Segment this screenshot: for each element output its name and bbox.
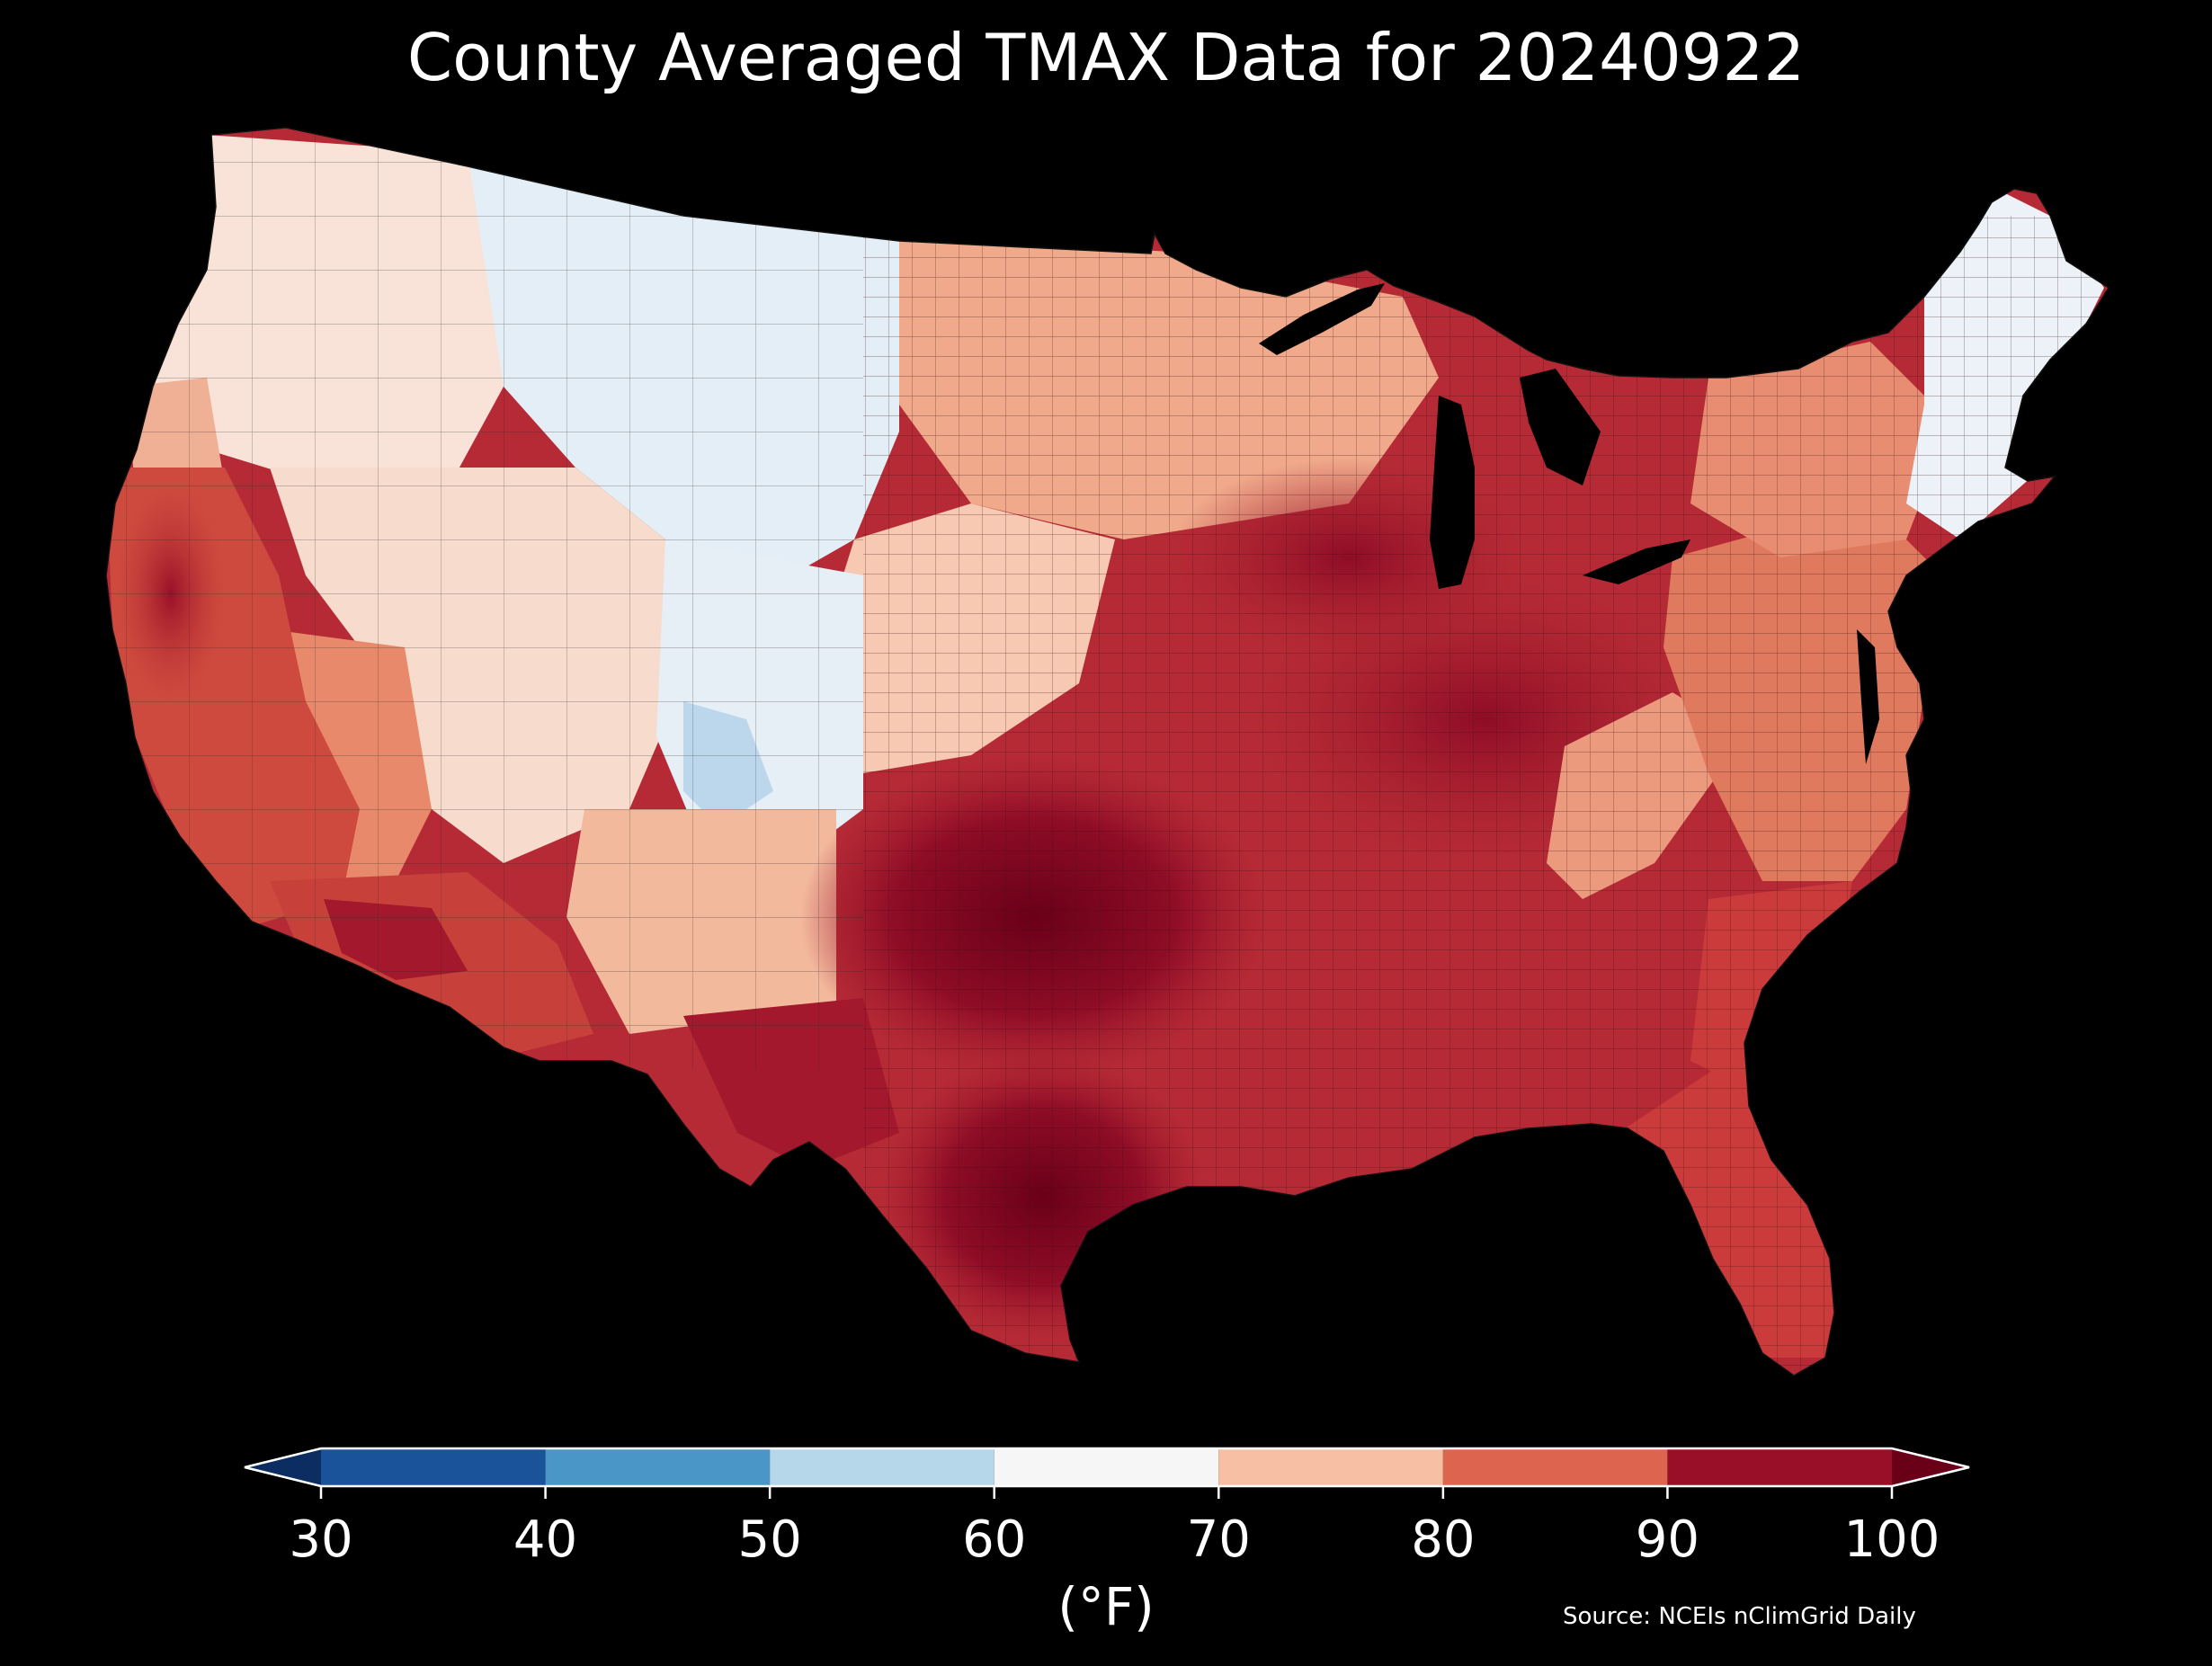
colorbar-bin-70-80: [1218, 1448, 1443, 1486]
map-title: County Averaged TMAX Data for 20240922: [406, 20, 1806, 95]
lake-huron: [1520, 369, 1601, 486]
tick-label-60: 60: [962, 1510, 1027, 1569]
colorbar-bin-30-40: [321, 1448, 546, 1486]
chesapeake-bay: [1857, 629, 1879, 764]
us-outline: [105, 127, 2110, 1376]
colorbar-bin-50-60: [770, 1448, 995, 1486]
colorbar-bin-80-90: [1442, 1448, 1668, 1486]
lake-erie: [1583, 539, 1690, 584]
lake-superior: [1259, 283, 1385, 355]
tick-label-30: 30: [289, 1510, 353, 1569]
colorbar-unit-label: (°F): [1057, 1576, 1155, 1637]
colorbar-under-arrow: [245, 1448, 321, 1486]
colorbar-bins: [321, 1448, 1892, 1486]
lake-michigan: [1430, 396, 1475, 589]
source-credit: Source: NCEIs nClimGrid Daily: [1563, 1603, 1916, 1630]
tick-label-90: 90: [1635, 1510, 1700, 1569]
tick-label-40: 40: [513, 1510, 578, 1569]
colorbar-bin-60-70: [994, 1448, 1219, 1486]
colorbar-bin-90-100: [1667, 1448, 1892, 1486]
colorbar-tick-marks: [319, 1486, 1894, 1499]
tick-label-50: 50: [737, 1510, 802, 1569]
colorbar-bin-40-50: [545, 1448, 771, 1486]
tick-label-70: 70: [1186, 1510, 1251, 1569]
colorbar-over-arrow: [1892, 1448, 1969, 1486]
tick-label-80: 80: [1411, 1510, 1476, 1569]
tick-label-100: 100: [1843, 1510, 1940, 1569]
